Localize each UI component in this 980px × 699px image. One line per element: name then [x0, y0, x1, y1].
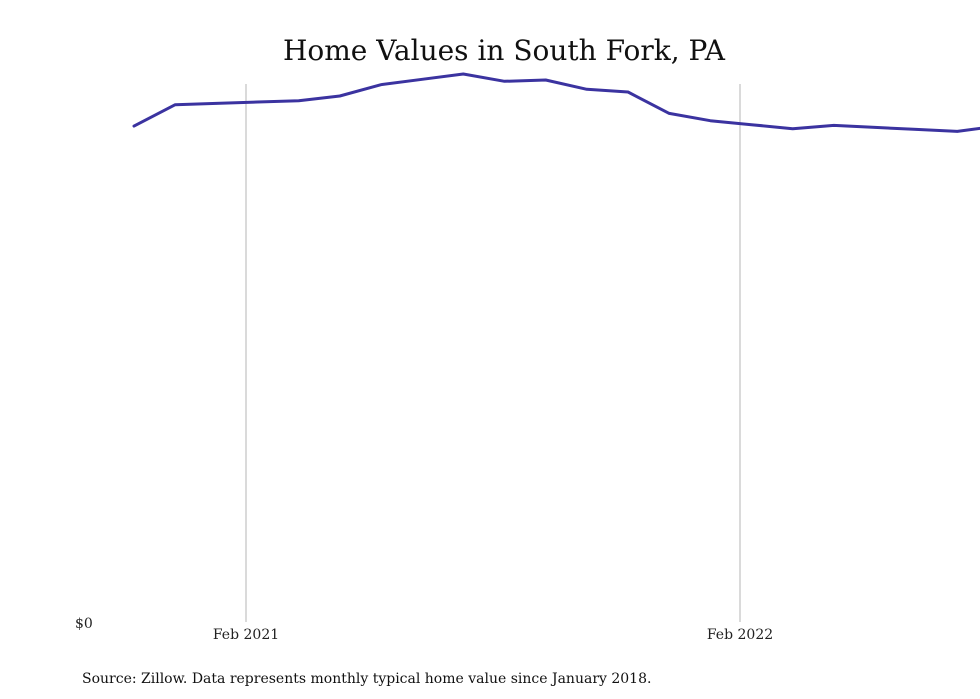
data-point	[626, 90, 630, 94]
data-point	[132, 124, 136, 128]
data-point	[174, 103, 177, 106]
data-point	[873, 126, 877, 129]
x-tick-label: Feb 2021	[213, 627, 279, 643]
source-note: Source: Zillow. Data represents monthly …	[82, 671, 651, 687]
tick-labels: Feb 2021 Feb 2022 $0	[75, 616, 773, 643]
data-point	[585, 88, 588, 91]
data-point	[379, 83, 383, 86]
data-point	[421, 78, 424, 81]
data-point	[915, 128, 918, 131]
data-point	[750, 123, 753, 126]
data-point	[503, 80, 506, 83]
y-tick-label: $0	[75, 616, 93, 632]
data-point	[297, 99, 300, 102]
data-point	[791, 127, 794, 130]
data-point	[709, 119, 712, 122]
data-point	[832, 124, 835, 127]
data-point	[668, 112, 671, 115]
data-point	[338, 94, 341, 98]
data-point	[215, 102, 218, 105]
data-point	[256, 100, 259, 104]
data-point	[956, 130, 959, 133]
series-line	[132, 72, 980, 133]
x-tick-label: Feb 2022	[707, 627, 773, 643]
chart-title: Home Values in South Fork, PA	[283, 34, 726, 67]
data-point	[462, 72, 465, 76]
gridlines	[245, 84, 741, 622]
series-layer: $73,724	[132, 72, 980, 133]
data-point	[544, 78, 547, 82]
